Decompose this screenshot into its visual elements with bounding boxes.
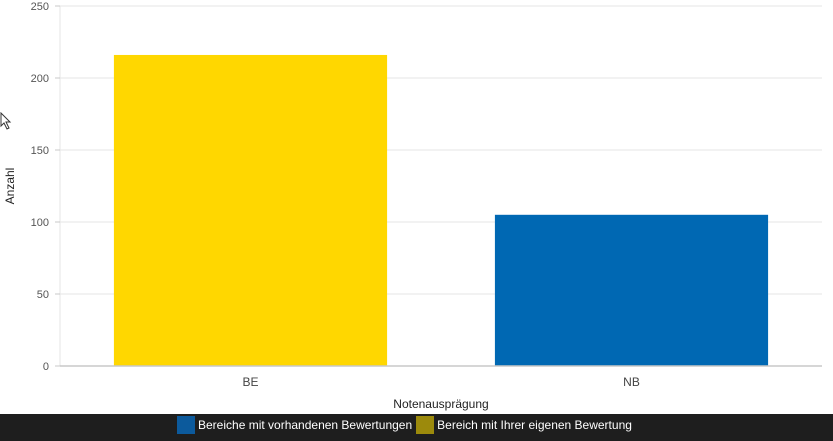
legend-swatch: [416, 416, 435, 434]
y-tick-label: 250: [31, 1, 49, 13]
legend: Bereiche mit vorhandenen Bewertungen Ber…: [0, 414, 833, 441]
legend-item-own-rating[interactable]: Bereich mit Ihrer eigenen Bewertung: [416, 416, 632, 434]
x-axis-title: Notenausprägung: [393, 397, 488, 411]
legend-label: Bereich mit Ihrer eigenen Bewertung: [437, 418, 632, 432]
legend-swatch: [177, 416, 195, 434]
legend-item-existing-ratings[interactable]: Bereiche mit vorhandenen Bewertungen: [177, 416, 412, 434]
x-tick-label: BE: [242, 375, 258, 389]
y-tick-label: 200: [31, 73, 49, 85]
y-tick-label: 0: [43, 361, 49, 373]
y-tick-label: 150: [31, 145, 49, 157]
x-tick-label: NB: [623, 375, 640, 389]
bar-nb[interactable]: [494, 214, 769, 366]
legend-label: Bereiche mit vorhandenen Bewertungen: [198, 418, 413, 432]
mouse-pointer-icon: [0, 112, 12, 130]
y-axis-ticks: 0 50 100 150 200 250: [31, 1, 60, 373]
bars: [113, 54, 769, 367]
bar-be[interactable]: [113, 54, 388, 367]
y-tick-label: 50: [37, 289, 49, 301]
bar-chart: 0 50 100 150 200 250 BE NB Notenausprägung Anz…: [3, 1, 822, 411]
y-axis-title: Anzahl: [3, 168, 17, 205]
x-axis-ticks: BE NB: [242, 375, 639, 389]
y-tick-label: 100: [31, 217, 49, 229]
